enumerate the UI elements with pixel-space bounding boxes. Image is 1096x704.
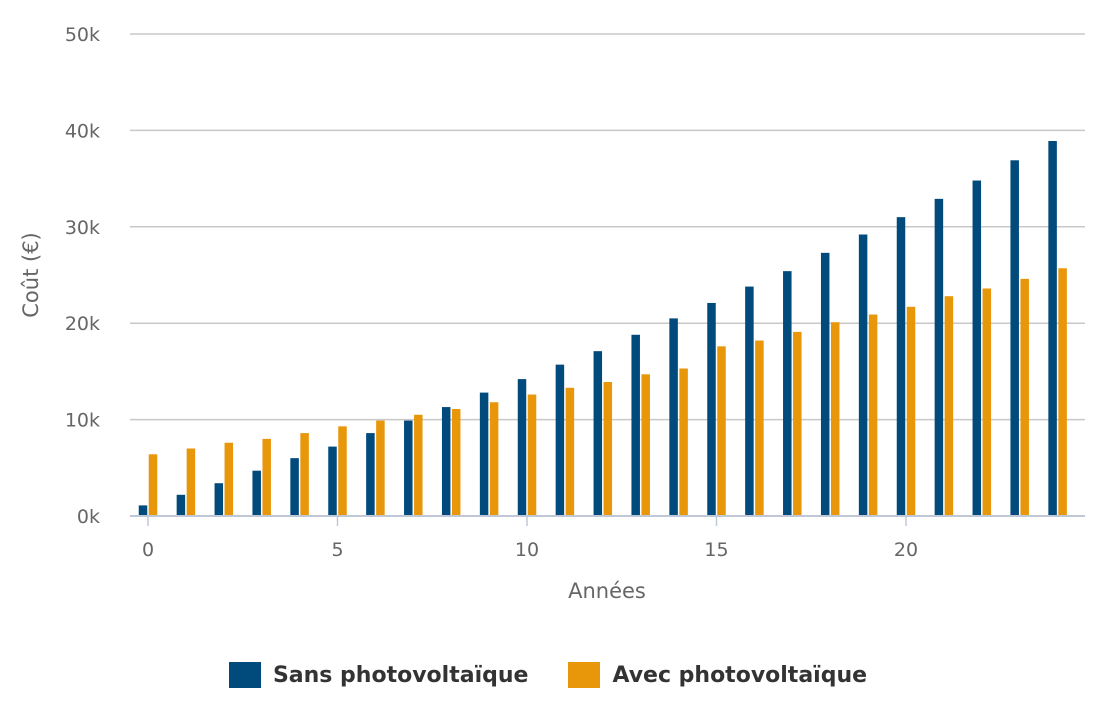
bar-avec-pv[interactable]: [376, 420, 385, 516]
bar-sans-pv[interactable]: [1048, 141, 1057, 516]
y-tick-label: 40k: [65, 120, 100, 142]
x-tick-label: 0: [142, 539, 154, 561]
bar-sans-pv[interactable]: [517, 379, 527, 516]
y-tick-label: 20k: [65, 313, 100, 335]
bar-sans-pv[interactable]: [366, 433, 375, 516]
y-tick-label: 0k: [77, 506, 100, 528]
bar-avec-pv[interactable]: [527, 394, 537, 516]
bar-avec-pv[interactable]: [793, 331, 802, 516]
legend-swatch-avec-pv: [568, 662, 601, 688]
y-tick-labels: 0k 10k 20k 30k 40k 50k: [65, 24, 100, 528]
bar-avec-pv[interactable]: [830, 322, 840, 516]
bar-sans-pv[interactable]: [972, 180, 982, 516]
bars: [138, 141, 1067, 516]
bar-sans-pv[interactable]: [176, 494, 186, 516]
legend-label-sans-pv: Sans photovoltaïque: [272, 662, 529, 688]
bar-avec-pv[interactable]: [944, 296, 954, 516]
y-axis-title: Coût (€): [19, 232, 43, 317]
bar-avec-pv[interactable]: [186, 448, 196, 516]
bar-sans-pv[interactable]: [669, 318, 678, 516]
bar-avec-pv[interactable]: [982, 288, 992, 516]
bar-sans-pv[interactable]: [555, 364, 565, 516]
x-tick-labels: 0 5 10 15 20: [142, 539, 918, 561]
bar-sans-pv[interactable]: [214, 483, 224, 516]
bar-sans-pv[interactable]: [783, 271, 792, 516]
bar-avec-pv[interactable]: [565, 387, 575, 516]
y-tick-label: 10k: [65, 410, 100, 432]
legend: Sans photovoltaïque Avec photovoltaïque: [0, 662, 1096, 688]
bar-avec-pv[interactable]: [906, 306, 916, 516]
bar-sans-pv[interactable]: [290, 458, 299, 516]
bar-avec-pv[interactable]: [717, 346, 726, 516]
legend-item-avec-pv[interactable]: Avec photovoltaïque: [568, 662, 867, 688]
bar-sans-pv[interactable]: [593, 351, 603, 516]
bar-avec-pv[interactable]: [603, 382, 613, 516]
bar-avec-pv[interactable]: [262, 438, 271, 516]
bar-sans-pv[interactable]: [745, 286, 754, 516]
bar-avec-pv[interactable]: [641, 374, 650, 516]
bar-avec-pv[interactable]: [414, 414, 423, 516]
x-tick-label: 15: [704, 539, 728, 561]
x-axis-title: Années: [568, 579, 646, 603]
bar-sans-pv[interactable]: [934, 198, 944, 516]
bar-sans-pv[interactable]: [252, 470, 261, 516]
bar-avec-pv[interactable]: [224, 442, 234, 516]
bar-avec-pv[interactable]: [451, 408, 461, 516]
bar-sans-pv[interactable]: [707, 302, 716, 516]
bar-sans-pv[interactable]: [1010, 160, 1019, 516]
bar-sans-pv[interactable]: [858, 234, 868, 516]
bar-avec-pv[interactable]: [338, 426, 347, 516]
bar-avec-pv[interactable]: [868, 314, 878, 516]
legend-label-avec-pv: Avec photovoltaïque: [612, 662, 868, 688]
x-tick-label: 5: [331, 539, 343, 561]
chart-svg: 0k 10k 20k 30k 40k 50k 0 5 10 15 20 Années Coût (…: [19, 24, 1085, 603]
bar-avec-pv[interactable]: [1020, 278, 1029, 516]
bar-sans-pv[interactable]: [404, 420, 413, 516]
bar-avec-pv[interactable]: [1058, 268, 1067, 516]
x-axis: [130, 515, 1085, 526]
bar-sans-pv[interactable]: [138, 505, 148, 516]
bar-avec-pv[interactable]: [300, 433, 309, 516]
bar-sans-pv[interactable]: [441, 407, 451, 516]
x-tick-label: 10: [515, 539, 539, 561]
grid-lines: [130, 33, 1085, 421]
bar-sans-pv[interactable]: [479, 392, 489, 516]
x-tick-label: 20: [894, 539, 918, 561]
y-tick-label: 50k: [65, 24, 100, 46]
legend-item-sans-pv[interactable]: Sans photovoltaïque: [228, 662, 529, 688]
bar-sans-pv[interactable]: [328, 446, 337, 516]
bar-avec-pv[interactable]: [489, 402, 499, 516]
y-tick-label: 30k: [65, 217, 100, 239]
bar-sans-pv[interactable]: [820, 252, 830, 516]
bar-sans-pv[interactable]: [896, 217, 906, 516]
bar-avec-pv[interactable]: [679, 368, 688, 516]
bar-avec-pv[interactable]: [148, 454, 158, 516]
legend-swatch-sans-pv: [228, 662, 261, 688]
bar-avec-pv[interactable]: [755, 340, 764, 516]
bar-sans-pv[interactable]: [631, 334, 640, 516]
